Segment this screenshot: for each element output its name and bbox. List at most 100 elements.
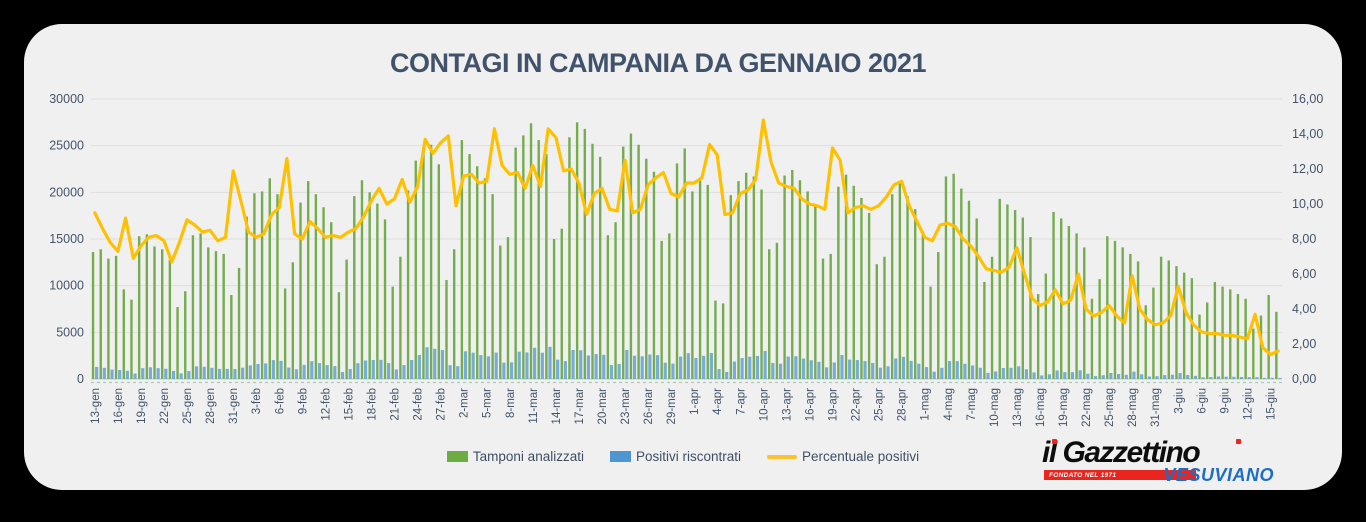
bar-positivi xyxy=(1155,376,1159,379)
bar-positivi xyxy=(433,348,437,379)
bar-tamponi xyxy=(253,193,256,379)
bar-positivi xyxy=(702,355,706,379)
bar-positivi xyxy=(1193,375,1198,379)
bar-tamponi xyxy=(1198,314,1201,379)
bar-positivi xyxy=(125,370,129,379)
x-axis-tick: 12-feb xyxy=(320,388,332,421)
bar-positivi xyxy=(379,359,383,379)
left-axis-tick: 15000 xyxy=(49,232,84,246)
bar-tamponi xyxy=(952,173,955,379)
bar-positivi xyxy=(456,366,460,379)
bar-tamponi xyxy=(1175,266,1178,379)
bar-tamponi xyxy=(737,181,740,379)
bar-positivi xyxy=(586,355,591,379)
bar-positivi xyxy=(1047,374,1052,379)
bar-positivi xyxy=(1101,375,1105,379)
x-axis-tick: 7-apr xyxy=(735,388,747,415)
bar-positivi xyxy=(95,366,99,379)
bar-tamponi xyxy=(283,288,287,379)
bar-positivi xyxy=(1239,376,1244,379)
bar-positivi xyxy=(387,363,391,379)
bar-positivi xyxy=(1078,370,1082,379)
bar-tamponi xyxy=(860,197,863,379)
bar-positivi xyxy=(886,366,890,379)
bar-positivi xyxy=(264,363,268,379)
bar-positivi xyxy=(740,358,744,379)
bar-positivi xyxy=(825,367,829,379)
bar-tamponi xyxy=(452,249,456,379)
bar-tamponi xyxy=(1098,279,1101,379)
bar-tamponi xyxy=(875,264,878,379)
bar-positivi xyxy=(1009,367,1013,379)
x-axis-tick: 12-giu xyxy=(1242,388,1254,420)
bar-tamponi xyxy=(107,258,110,379)
bar-tamponi xyxy=(683,148,686,379)
bar-tamponi xyxy=(1252,328,1255,379)
bar-tamponi xyxy=(299,202,302,379)
bar-positivi xyxy=(333,366,337,379)
legend-swatch-tamponi xyxy=(446,451,468,462)
bar-positivi xyxy=(894,358,898,379)
bar-positivi xyxy=(1017,366,1021,379)
x-axis-tick: 13-gen xyxy=(90,388,102,424)
bar-tamponi xyxy=(383,219,387,379)
legend-label-positivi: Positivi riscontrati xyxy=(635,449,741,464)
bar-tamponi xyxy=(368,192,371,379)
bar-positivi xyxy=(317,363,322,379)
bar-positivi xyxy=(694,357,698,379)
bar-tamponi xyxy=(975,218,978,379)
bar-tamponi xyxy=(660,240,663,379)
bar-positivi xyxy=(525,352,529,379)
bar-positivi xyxy=(402,365,406,379)
bar-positivi xyxy=(394,369,398,379)
bar-positivi xyxy=(571,349,575,379)
legend-label-tamponi: Tamponi analizzati xyxy=(472,449,584,464)
bar-tamponi xyxy=(1121,247,1124,379)
bar-tamponi xyxy=(314,194,318,379)
legend-label-percentuale: Percentuale positivi xyxy=(802,449,920,464)
right-axis-tick: 2,00 xyxy=(1292,337,1316,351)
bar-tamponi xyxy=(806,191,809,379)
x-axis-tick: 20-mar xyxy=(597,388,609,425)
bar-positivi xyxy=(233,369,237,379)
bar-tamponi xyxy=(937,252,940,379)
bar-positivi xyxy=(717,368,721,379)
bar-tamponi xyxy=(645,158,648,379)
bar-tamponi xyxy=(898,183,902,379)
bar-positivi xyxy=(533,347,537,379)
bar-positivi xyxy=(594,354,598,379)
bar-positivi xyxy=(648,354,652,379)
bar-tamponi xyxy=(145,234,149,379)
bar-positivi xyxy=(579,350,583,379)
left-axis-tick: 30000 xyxy=(49,92,84,106)
bar-positivi xyxy=(878,367,882,379)
bar-positivi xyxy=(271,360,275,379)
left-axis-tick: 10000 xyxy=(49,279,84,293)
bar-tamponi xyxy=(345,259,348,379)
bar-tamponi xyxy=(1259,315,1263,379)
bar-tamponi xyxy=(161,249,164,379)
x-axis-tick: 29-mar xyxy=(666,388,678,425)
x-axis-tick: 24-feb xyxy=(413,388,425,421)
x-axis-tick: 11-mar xyxy=(528,388,540,424)
bar-tamponi xyxy=(1159,256,1163,379)
x-axis-tick: 19-mag xyxy=(1058,388,1070,427)
bar-positivi xyxy=(1247,377,1251,379)
bar-positivi xyxy=(1232,376,1236,379)
bar-tamponi xyxy=(268,178,271,379)
bar-tamponi xyxy=(445,280,448,379)
bar-positivi xyxy=(471,352,475,379)
x-axis-tick: 6-feb xyxy=(274,388,286,414)
bar-positivi xyxy=(310,361,314,379)
bar-positivi xyxy=(663,362,667,379)
x-axis-tick: 7-mag xyxy=(966,388,978,421)
bar-positivi xyxy=(1178,373,1182,379)
bar-tamponi xyxy=(729,195,732,379)
x-axis-tick: 31-gen xyxy=(228,388,240,424)
bar-tamponi xyxy=(568,137,571,379)
x-axis-tick: 21-feb xyxy=(390,388,402,421)
bar-positivi xyxy=(955,361,959,379)
bar-tamponi xyxy=(637,144,640,379)
bar-tamponi xyxy=(768,249,771,379)
